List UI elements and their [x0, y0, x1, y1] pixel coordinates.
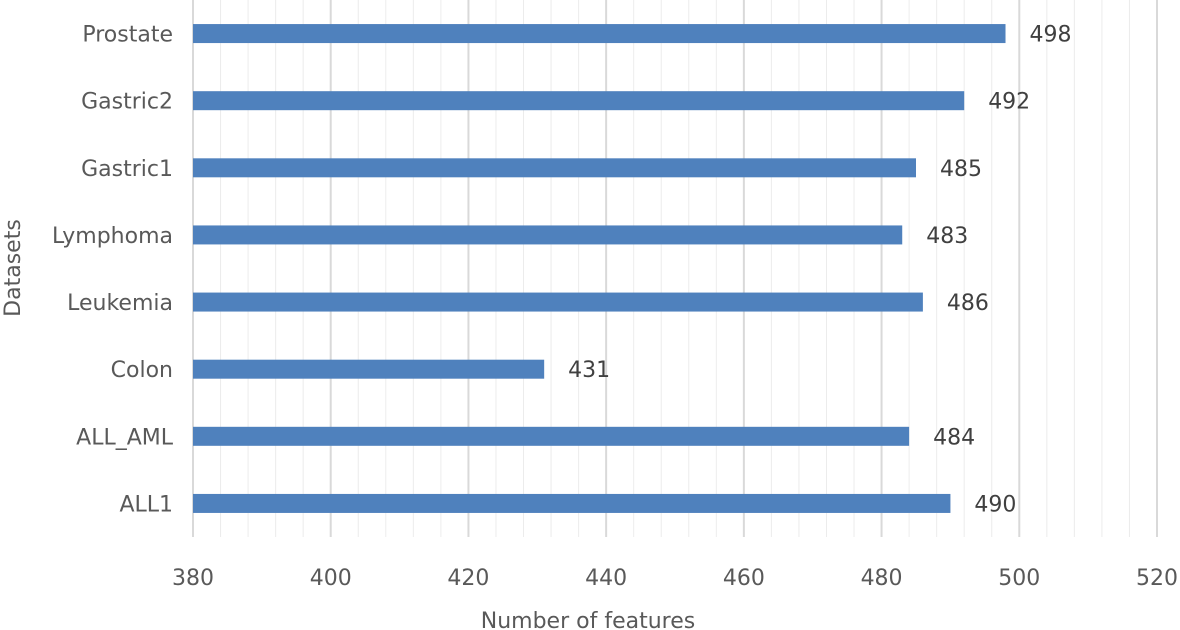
- bar-colon: [193, 359, 545, 379]
- x-tick-label: 400: [310, 566, 352, 591]
- data-labels: 490 484 431 486 483 485 492 498: [568, 23, 1071, 518]
- category-label: ALL1: [119, 492, 173, 517]
- category-label: Leukemia: [67, 291, 173, 316]
- category-label: Lymphoma: [52, 224, 173, 249]
- bars: [193, 24, 1006, 513]
- data-label: 485: [940, 157, 982, 182]
- x-tick-label: 480: [861, 566, 903, 591]
- bar-lymphoma: [193, 225, 903, 245]
- category-label: ALL_AML: [76, 425, 174, 450]
- x-axis-title: Number of features: [481, 609, 695, 630]
- x-tick-label: 520: [1136, 566, 1178, 591]
- x-axis-tick-labels: 380 400 420 440 460 480 500 520: [172, 566, 1178, 591]
- category-labels: ALL1 ALL_AML Colon Leukemia Lymphoma Gastric1…: [52, 23, 174, 518]
- x-tick-label: 380: [172, 566, 214, 591]
- y-axis-title: Datasets: [1, 219, 26, 317]
- gridlines: [192, 0, 1158, 537]
- category-label: Gastric1: [81, 157, 173, 182]
- x-tick-label: 420: [447, 566, 489, 591]
- category-label: Colon: [111, 358, 173, 383]
- x-tick-label: 500: [998, 566, 1040, 591]
- bar-all-aml: [193, 426, 910, 446]
- bar-all1: [193, 493, 951, 513]
- data-label: 484: [933, 425, 975, 450]
- bar-prostate: [193, 24, 1006, 44]
- data-label: 492: [988, 90, 1030, 115]
- x-tick-label: 460: [723, 566, 765, 591]
- category-label: Gastric2: [81, 90, 173, 115]
- bar-leukemia: [193, 292, 923, 312]
- data-label: 483: [926, 224, 968, 249]
- data-label: 486: [947, 291, 989, 316]
- data-label: 490: [974, 492, 1016, 517]
- bar-gastric2: [193, 91, 965, 111]
- x-tick-label: 440: [585, 566, 627, 591]
- category-label: Prostate: [82, 23, 173, 48]
- data-label: 431: [568, 358, 610, 383]
- data-label: 498: [1030, 23, 1072, 48]
- bar-gastric1: [193, 158, 916, 178]
